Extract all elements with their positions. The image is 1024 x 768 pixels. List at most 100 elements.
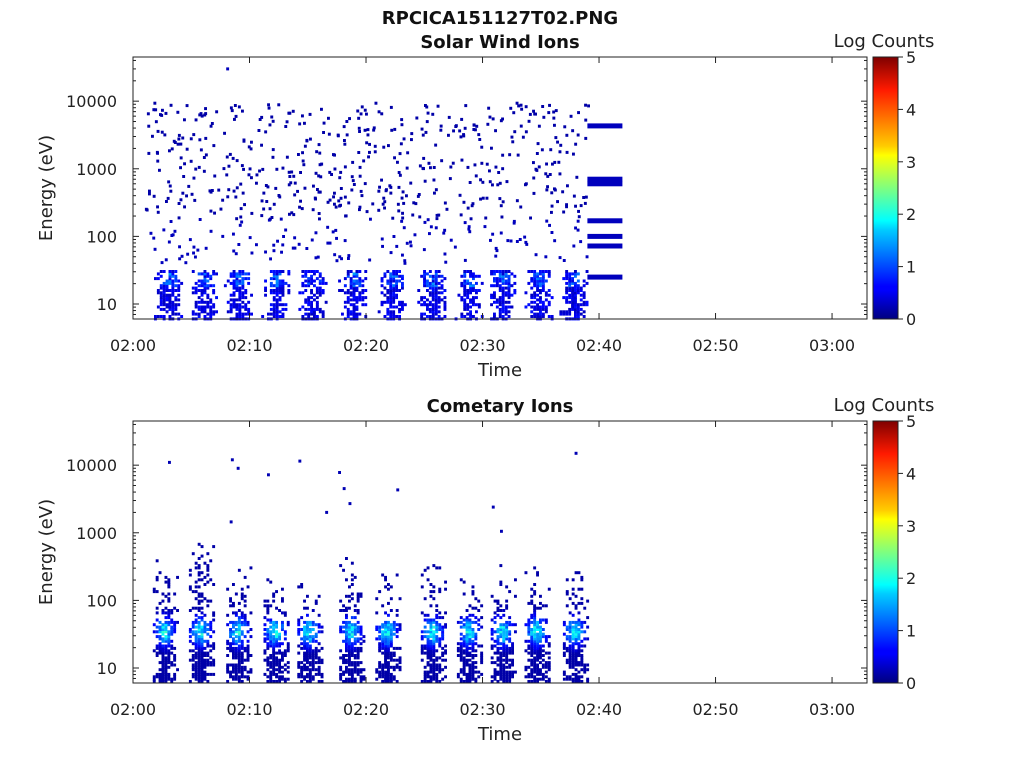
data-cell <box>212 644 216 648</box>
data-cell <box>278 310 282 314</box>
data-cell <box>569 114 573 118</box>
data-cell <box>350 661 354 665</box>
data-cell <box>278 663 281 667</box>
data-cell <box>511 670 514 674</box>
data-cell <box>197 663 201 667</box>
data-cell <box>197 601 201 605</box>
data-cell <box>156 305 160 309</box>
data-cell <box>194 675 198 679</box>
data-cell <box>317 668 321 672</box>
data-cell <box>303 665 306 669</box>
data-cell <box>263 637 267 641</box>
data-cell <box>444 580 447 584</box>
data-cell <box>200 642 204 646</box>
data-cell <box>246 620 250 624</box>
data-cell <box>152 680 156 683</box>
data-cell <box>438 680 442 683</box>
data-cell <box>247 281 251 285</box>
data-cell <box>586 668 590 672</box>
data-cell <box>158 646 162 650</box>
data-cell <box>200 293 204 297</box>
data-cell <box>574 310 577 314</box>
data-cell <box>426 642 430 646</box>
data-cell <box>169 103 173 107</box>
data-cell <box>234 642 238 646</box>
data-cell <box>423 179 427 183</box>
x-tick-label: 02:30 <box>459 336 505 355</box>
data-cell <box>203 670 207 674</box>
data-cell <box>194 255 197 259</box>
data-cell <box>191 291 195 295</box>
data-cell <box>170 630 174 634</box>
data-cell <box>353 642 357 646</box>
data-cell <box>556 140 559 144</box>
data-cell <box>264 293 267 297</box>
data-cell <box>499 231 503 235</box>
data-cell <box>434 270 438 273</box>
data-cell <box>353 654 357 657</box>
data-cell <box>176 142 180 146</box>
data-cell <box>298 122 302 126</box>
data-cell <box>496 646 500 650</box>
data-cell <box>272 202 276 206</box>
data-cell <box>173 229 177 233</box>
data-cell <box>307 281 311 285</box>
data-cell <box>502 609 506 612</box>
data-cell <box>420 651 424 655</box>
data-cell <box>308 680 312 683</box>
data-cell <box>539 307 542 311</box>
data-cell <box>502 613 506 617</box>
data-cell <box>155 575 159 579</box>
data-cell <box>536 286 539 290</box>
data-cell <box>537 124 541 128</box>
data-cell <box>248 236 252 240</box>
data-cell <box>275 289 279 292</box>
data-cell <box>286 644 290 648</box>
data-cell <box>345 620 348 624</box>
data-cell <box>168 272 172 276</box>
data-cell <box>381 573 385 577</box>
data-cell <box>387 668 390 672</box>
data-cell <box>342 656 345 660</box>
data-cell <box>311 661 315 665</box>
y-tick-label: 100 <box>86 227 117 246</box>
data-cell <box>348 630 351 634</box>
data-cell <box>577 111 580 115</box>
data-cell <box>474 677 478 681</box>
data-cell <box>568 663 572 667</box>
data-cell <box>239 207 243 211</box>
data-cell <box>348 646 351 650</box>
data-cell <box>310 238 314 242</box>
data-cell <box>191 668 195 672</box>
data-cell <box>432 620 436 624</box>
data-cell <box>493 277 496 281</box>
data-cell <box>536 289 539 292</box>
data-cell <box>577 651 581 655</box>
x-tick-label: 02:50 <box>692 700 738 719</box>
data-cell <box>306 661 309 665</box>
data-cell <box>397 171 401 174</box>
data-cell <box>204 153 208 157</box>
data-cell <box>513 130 517 134</box>
data-cell <box>429 635 433 639</box>
data-cell <box>352 284 356 288</box>
data-cell <box>319 175 323 179</box>
data-cell <box>197 557 201 560</box>
data-cell <box>194 281 198 285</box>
data-cell <box>281 243 285 247</box>
data-cell <box>580 597 584 601</box>
data-cell <box>272 670 276 674</box>
plot-frame <box>132 56 868 320</box>
data-cell <box>471 665 475 669</box>
data-cell <box>161 668 165 672</box>
data-cell <box>255 243 258 247</box>
data-cell <box>536 672 539 676</box>
data-cell <box>310 274 313 278</box>
data-cell <box>281 628 284 631</box>
data-cell <box>333 253 337 257</box>
data-cell <box>213 211 216 215</box>
data-cell <box>434 291 438 295</box>
data-cell <box>466 279 470 283</box>
data-cell <box>209 315 213 318</box>
data-cell <box>533 279 537 283</box>
